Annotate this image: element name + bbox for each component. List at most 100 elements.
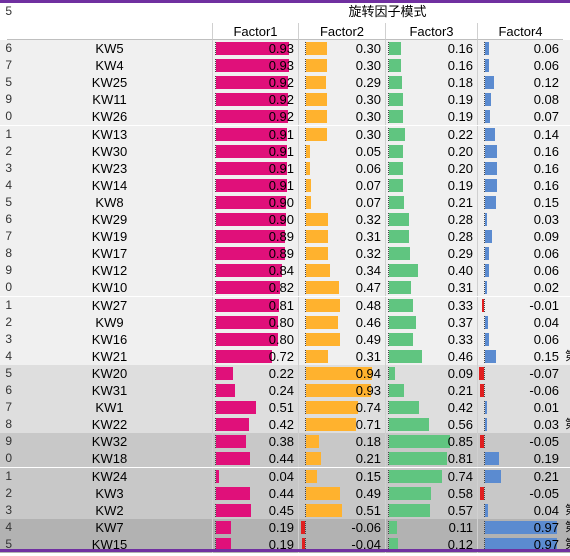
factor1-cell[interactable]: 0.44 <box>212 450 298 468</box>
factor4-cell[interactable]: 0.08 <box>477 91 563 109</box>
factor2-cell[interactable]: 0.07 <box>298 193 385 211</box>
adjacent-column-cell[interactable] <box>563 382 570 399</box>
factor3-cell[interactable]: 0.19 <box>385 176 477 194</box>
factor2-cell[interactable]: 0.15 <box>298 467 385 485</box>
factor3-cell[interactable]: 0.74 <box>385 467 477 485</box>
row-label[interactable]: KW32 <box>91 434 128 450</box>
factor1-cell[interactable]: 0.92 <box>212 91 298 109</box>
row-label[interactable]: KW10 <box>91 280 128 296</box>
factor2-cell[interactable]: 0.30 <box>298 108 385 126</box>
factor2-cell[interactable]: 0.06 <box>298 159 385 177</box>
adjacent-column-cell[interactable] <box>563 74 570 91</box>
factor1-cell[interactable]: 0.22 <box>212 364 298 382</box>
factor1-cell[interactable]: 0.42 <box>212 416 298 434</box>
factor3-cell[interactable]: 0.57 <box>385 501 477 519</box>
row-label[interactable]: KW9 <box>95 314 124 330</box>
factor4-cell[interactable]: 0.06 <box>477 57 563 75</box>
factor3-cell[interactable]: 0.21 <box>385 193 477 211</box>
factor4-cell[interactable]: 0.09 <box>477 228 563 246</box>
row-label[interactable]: KW24 <box>91 468 128 484</box>
factor3-cell[interactable]: 0.31 <box>385 279 477 297</box>
factor3-cell[interactable]: 0.19 <box>385 91 477 109</box>
factor4-cell[interactable]: 0.16 <box>477 176 563 194</box>
row-label[interactable]: KW13 <box>91 126 128 142</box>
factor1-cell[interactable]: 0.38 <box>212 433 298 451</box>
factor4-cell[interactable]: -0.05 <box>477 433 563 451</box>
factor1-cell[interactable]: 0.91 <box>212 142 298 160</box>
factor3-cell[interactable]: 0.40 <box>385 262 477 280</box>
factor4-cell[interactable]: 0.07 <box>477 108 563 126</box>
adjacent-column-cell[interactable]: 第 <box>563 502 570 519</box>
factor4-cell[interactable]: 0.06 <box>477 330 563 348</box>
factor4-cell[interactable]: 0.06 <box>477 245 563 263</box>
factor1-cell[interactable]: 0.90 <box>212 211 298 228</box>
adjacent-column-cell[interactable] <box>563 160 570 177</box>
header-factor3[interactable]: Factor3 <box>385 23 477 40</box>
factor3-cell[interactable]: 0.85 <box>385 433 477 451</box>
factor3-cell[interactable]: 0.22 <box>385 125 477 143</box>
factor3-cell[interactable]: 0.18 <box>385 74 477 92</box>
adjacent-column-cell[interactable]: 第 <box>563 519 570 536</box>
factor2-cell[interactable]: 0.94 <box>298 364 385 382</box>
row-label[interactable]: KW29 <box>91 212 128 227</box>
factor3-cell[interactable]: 0.56 <box>385 416 477 434</box>
adjacent-column-cell[interactable]: 第 <box>563 536 570 553</box>
row-label[interactable]: KW3 <box>95 485 124 501</box>
factor2-cell[interactable]: 0.32 <box>298 211 385 228</box>
row-label[interactable]: KW12 <box>91 263 128 279</box>
adjacent-column-cell[interactable] <box>563 108 570 125</box>
factor1-cell[interactable]: 0.93 <box>212 40 298 57</box>
row-label[interactable]: KW22 <box>91 417 128 433</box>
factor4-cell[interactable]: 0.04 <box>477 313 563 331</box>
factor2-cell[interactable]: 0.07 <box>298 176 385 194</box>
factor1-cell[interactable]: 0.92 <box>212 108 298 126</box>
factor4-cell[interactable]: -0.06 <box>477 382 563 399</box>
factor2-cell[interactable]: -0.06 <box>298 518 385 536</box>
factor2-cell[interactable]: 0.47 <box>298 279 385 297</box>
factor4-cell[interactable]: 0.19 <box>477 450 563 468</box>
row-label[interactable]: KW8 <box>95 194 124 210</box>
factor3-cell[interactable]: 0.21 <box>385 382 477 399</box>
factor1-cell[interactable]: 0.81 <box>212 296 298 314</box>
factor2-cell[interactable]: -0.04 <box>298 535 385 553</box>
row-label[interactable]: KW31 <box>91 383 128 398</box>
factor1-cell[interactable]: 0.04 <box>212 467 298 485</box>
row-label[interactable]: KW20 <box>91 365 128 381</box>
factor3-cell[interactable]: 0.28 <box>385 211 477 228</box>
adjacent-column-cell[interactable] <box>563 485 570 502</box>
factor3-cell[interactable]: 0.58 <box>385 484 477 502</box>
row-label[interactable]: KW23 <box>91 160 128 176</box>
factor4-cell[interactable]: 0.04 <box>477 501 563 519</box>
adjacent-column-cell[interactable] <box>563 297 570 314</box>
factor1-cell[interactable]: 0.19 <box>212 518 298 536</box>
factor4-cell[interactable]: -0.07 <box>477 364 563 382</box>
factor1-cell[interactable]: 0.72 <box>212 347 298 365</box>
adjacent-column-cell[interactable] <box>563 143 570 160</box>
adjacent-column-cell[interactable] <box>563 245 570 262</box>
factor1-cell[interactable]: 0.91 <box>212 125 298 143</box>
factor4-cell[interactable]: -0.05 <box>477 484 563 502</box>
factor2-cell[interactable]: 0.30 <box>298 125 385 143</box>
factor1-cell[interactable]: 0.84 <box>212 262 298 280</box>
factor3-cell[interactable]: 0.16 <box>385 57 477 75</box>
factor4-cell[interactable]: 0.97 <box>477 535 563 553</box>
header-factor1[interactable]: Factor1 <box>212 23 298 40</box>
adjacent-column-cell[interactable] <box>563 450 570 467</box>
factor3-cell[interactable]: 0.20 <box>385 159 477 177</box>
row-label[interactable]: KW1 <box>95 400 124 416</box>
factor2-cell[interactable]: 0.49 <box>298 484 385 502</box>
factor1-cell[interactable]: 0.45 <box>212 501 298 519</box>
adjacent-column-cell[interactable] <box>563 314 570 331</box>
factor2-cell[interactable]: 0.30 <box>298 91 385 109</box>
factor2-cell[interactable]: 0.31 <box>298 347 385 365</box>
adjacent-column-cell[interactable] <box>563 433 570 450</box>
header-factor2[interactable]: Factor2 <box>298 23 385 40</box>
factor1-cell[interactable]: 0.51 <box>212 399 298 417</box>
factor3-cell[interactable]: 0.28 <box>385 228 477 246</box>
factor2-cell[interactable]: 0.46 <box>298 313 385 331</box>
factor1-cell[interactable]: 0.91 <box>212 159 298 177</box>
factor2-cell[interactable]: 0.48 <box>298 296 385 314</box>
row-label[interactable]: KW14 <box>91 177 128 193</box>
factor3-cell[interactable]: 0.29 <box>385 245 477 263</box>
row-label[interactable]: KW4 <box>95 58 124 74</box>
